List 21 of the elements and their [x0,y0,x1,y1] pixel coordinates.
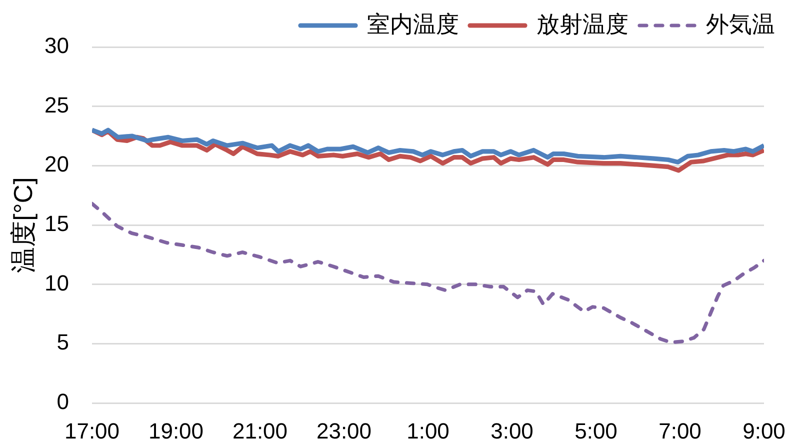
x-tick-label: 21:00 [232,418,288,444]
y-tick-label: 0 [56,389,69,414]
legend-label: 外気温 [706,10,775,37]
x-tick-label: 17:00 [64,418,120,444]
y-tick-label: 25 [44,92,69,118]
line-series [92,202,764,344]
legend-label: 放射温度 [536,10,628,37]
x-tick-label: 1:00 [406,418,450,444]
y-tick-label: 5 [56,330,69,355]
x-tick-label: 5:00 [574,418,618,444]
legend-label: 室内温度 [367,10,459,37]
y-tick-label: 15 [44,211,69,236]
y-tick-label: 10 [44,270,69,296]
y-axis-title: 温度[°C] [8,177,38,273]
x-tick-label: 7:00 [658,418,702,444]
x-tick-label: 3:00 [490,418,534,444]
y-tick-label: 20 [44,152,69,177]
x-tick-label: 23:00 [316,418,372,444]
x-tick-label: 9:00 [742,418,786,444]
x-tick-label: 19:00 [148,418,204,444]
y-tick-label: 30 [44,33,69,58]
